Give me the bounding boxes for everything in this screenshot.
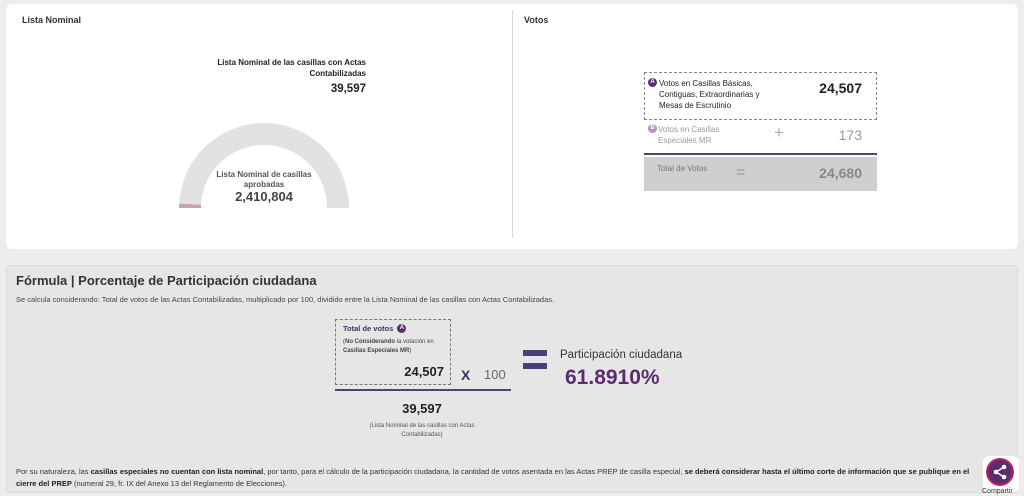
sub-bold2: Casillas Especiales MR [343, 348, 410, 354]
note-part-2: , por tanto, para el cálculo de la parti… [263, 467, 685, 476]
gauge-fill [179, 203, 202, 208]
sub-rest: la votación en [395, 339, 434, 345]
votos-a-label: A Votos en Casillas Básicas, Contiguas, … [648, 78, 768, 110]
votos-b-label: B Votos en Casillas Especiales MR [648, 124, 768, 145]
share-button[interactable] [983, 456, 1019, 492]
numerator-subtitle: (No Considerando la votación en Casillas … [343, 338, 453, 356]
badge-a-icon: A [648, 78, 657, 87]
note-part-3: (numeral 29, fr. IX del Anexo 13 del Reg… [71, 479, 287, 488]
sub-bold: No Considerando [345, 339, 396, 345]
lista-nominal-contabilizadas-label: Lista Nominal de las casillas con Actas … [217, 58, 366, 78]
formula-card [6, 265, 1018, 493]
numerator-badge-a-icon: A [397, 324, 407, 333]
equals-operator: = [736, 164, 746, 181]
formula-description: Se calcula considerando: Total de votos … [16, 295, 555, 304]
lista-nominal-title: Lista Nominal [22, 15, 82, 25]
times-operator: X [461, 367, 471, 383]
footnote: Por su naturaleza, las casillas especial… [16, 466, 986, 490]
badge-b-icon: B [648, 124, 657, 133]
participacion-label: Participación ciudadana [560, 349, 683, 361]
sub-open: ( [343, 339, 345, 345]
section-divider [512, 10, 513, 238]
votos-title: Votos [524, 15, 549, 25]
denominator-value: 39,597 [402, 401, 442, 416]
multiplier-value: 100 [484, 367, 506, 382]
participacion-value: 61.8910% [565, 366, 660, 389]
numerator-box [335, 319, 451, 385]
votos-a-label-text: Votos en Casillas Básicas, Contiguas, Ex… [659, 79, 760, 110]
share-label[interactable]: Compartir [982, 488, 1013, 495]
total-votos-box [644, 157, 877, 191]
fraction-rule [335, 389, 511, 391]
total-votos-value: 24,680 [819, 165, 862, 181]
denominator-note: (Lista Nominal de las casillas con Actas… [369, 423, 475, 438]
lista-nominal-gauge [179, 123, 349, 208]
note-bold-1: casillas especiales no cuentan con lista… [90, 467, 264, 476]
numerator-value: 24,507 [404, 364, 444, 379]
numerator-title: Total de votos A [343, 324, 407, 333]
equals-icon [523, 350, 547, 371]
formula-title: Fórmula | Porcentaje de Participación ci… [16, 273, 317, 288]
votos-a-value: 24,507 [819, 80, 862, 96]
note-part-1: Por su naturaleza, las [16, 467, 91, 476]
votos-b-value: 173 [838, 127, 862, 143]
note-bold-2: se deberá considerar hasta el último cor… [16, 467, 970, 488]
total-votos-label: Total de Votos [657, 164, 708, 173]
votos-a-box [644, 72, 877, 120]
lista-nominal-contabilizadas-value: 39,597 [330, 83, 366, 95]
gauge-track [179, 123, 349, 208]
votos-b-label-text: Votos en Casillas Especiales MR [658, 125, 720, 145]
sum-rule [644, 153, 877, 155]
sub-close: ) [409, 348, 412, 354]
share-icon[interactable] [986, 458, 1014, 486]
gauge-aprobadas-label: Lista Nominal de casillas aprobadas [216, 170, 312, 189]
numerator-title-text: Total de votos [343, 324, 394, 333]
gauge-aprobadas-value: 2,410,804 [235, 189, 293, 204]
plus-operator: + [774, 123, 784, 142]
